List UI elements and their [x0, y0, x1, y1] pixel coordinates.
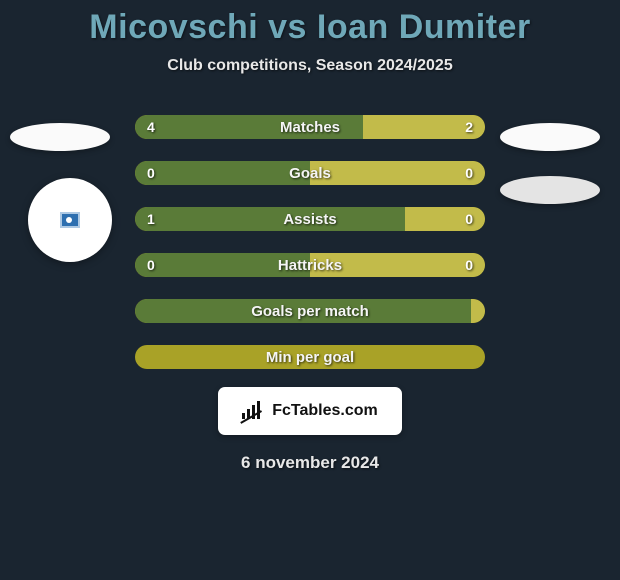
stat-value-right: 0	[453, 207, 485, 231]
stat-row: Matches4 2	[135, 115, 485, 139]
source-logo-text: FcTables.com	[272, 402, 378, 420]
player-left-photo-ellipse	[10, 123, 110, 151]
stat-row: Goals per match	[135, 299, 485, 323]
stat-value-right: 0	[453, 253, 485, 277]
placeholder-image-icon	[60, 212, 80, 228]
stat-value-left: 1	[135, 207, 167, 231]
stat-label: Matches	[135, 115, 485, 139]
comparison-title: Micovschi vs Ioan Dumiter	[0, 0, 620, 47]
source-logo-card: FcTables.com	[218, 387, 402, 435]
stat-label: Min per goal	[135, 345, 485, 369]
stat-row: Assists1 0	[135, 207, 485, 231]
player-right-photo-ellipse-2	[500, 176, 600, 204]
comparison-subtitle: Club competitions, Season 2024/2025	[0, 57, 620, 75]
stat-label: Goals	[135, 161, 485, 185]
snapshot-date: 6 november 2024	[0, 453, 620, 473]
stat-label: Goals per match	[135, 299, 485, 323]
stat-value-right: 2	[453, 115, 485, 139]
stat-value-left: 0	[135, 253, 167, 277]
stat-value-left: 4	[135, 115, 167, 139]
player-left-photo-circle	[28, 178, 112, 262]
stat-row: Hattricks0 0	[135, 253, 485, 277]
fctables-chart-icon	[242, 401, 266, 421]
stats-container: Matches42Goals00Assists10Hattricks00Goal…	[135, 115, 485, 369]
player-right-photo-ellipse-1	[500, 123, 600, 151]
stat-row: Goals0 0	[135, 161, 485, 185]
stat-label: Assists	[135, 207, 485, 231]
stat-label: Hattricks	[135, 253, 485, 277]
stat-value-right: 0	[453, 161, 485, 185]
stat-row: Min per goal	[135, 345, 485, 369]
stat-value-left: 0	[135, 161, 167, 185]
